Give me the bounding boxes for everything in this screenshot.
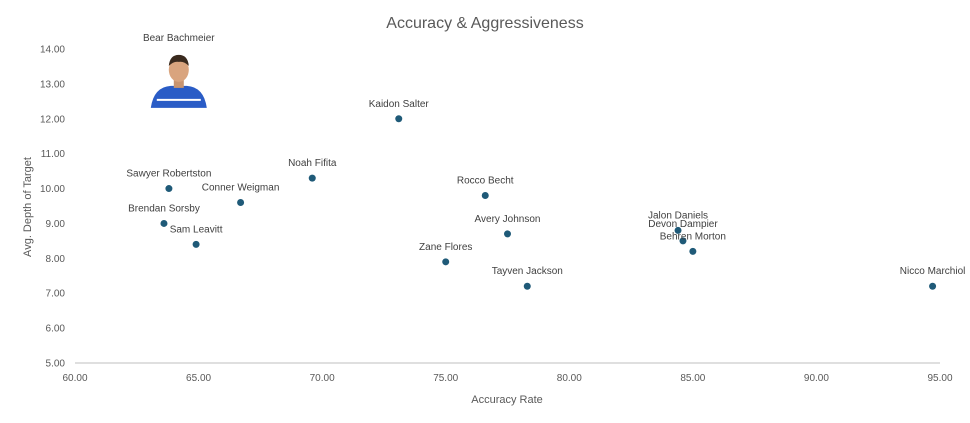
player-photo-marker xyxy=(150,54,207,108)
point-label: Bear Bachmeier xyxy=(143,33,215,44)
y-tick-label: 11.00 xyxy=(41,149,66,160)
face-shape xyxy=(168,57,189,82)
x-axis-label: Accuracy Rate xyxy=(471,394,543,406)
data-point xyxy=(160,219,168,227)
data-point xyxy=(237,199,245,207)
data-point xyxy=(442,258,450,266)
x-tick-label: 60.00 xyxy=(62,373,87,384)
x-tick-label: 90.00 xyxy=(804,373,829,384)
data-point xyxy=(481,192,489,200)
x-tick-label: 75.00 xyxy=(433,373,458,384)
data-point xyxy=(192,240,200,248)
x-tick-label: 95.00 xyxy=(927,373,952,384)
point-label: Kaidon Salter xyxy=(369,99,430,110)
data-point xyxy=(165,185,173,193)
point-label: Brendan Sorsby xyxy=(128,203,200,214)
jersey-shape xyxy=(150,85,207,108)
point-label: Tayven Jackson xyxy=(492,266,563,277)
y-tick-label: 12.00 xyxy=(40,114,65,125)
neck-shape xyxy=(173,79,184,88)
point-label: Avery Johnson xyxy=(475,214,541,225)
point-label: Conner Weigman xyxy=(202,183,280,194)
hair-shape xyxy=(168,54,189,66)
y-tick-labels: 5.00 6.00 7.00 8.00 9.00 10.00 11.00 12.00 13.00… xyxy=(40,45,65,370)
point-label: Sam Leavitt xyxy=(170,224,223,235)
point-label: Nicco Marchiol xyxy=(900,266,966,277)
data-point xyxy=(674,226,682,234)
chart-title: Accuracy & Aggressiveness xyxy=(386,15,583,32)
x-tick-label: 70.00 xyxy=(310,373,335,384)
data-points: Bear Bachmeier Kaidon Salter Noah Fifita Sa… xyxy=(126,33,965,290)
y-tick-label: 10.00 xyxy=(40,184,65,195)
data-point xyxy=(689,247,697,255)
point-label: Sawyer Robertston xyxy=(126,169,211,180)
data-point xyxy=(308,174,316,182)
data-point xyxy=(679,237,687,245)
x-tick-label: 65.00 xyxy=(186,373,211,384)
x-tick-labels: 60.00 65.00 70.00 75.00 80.00 85.00 90.00 95.00 xyxy=(62,373,952,384)
y-axis-label: Avg. Depth of Target xyxy=(22,157,34,257)
y-tick-label: 6.00 xyxy=(46,324,66,335)
y-tick-label: 9.00 xyxy=(46,219,66,230)
x-tick-label: 80.00 xyxy=(557,373,582,384)
data-point xyxy=(395,115,403,123)
x-tick-label: 85.00 xyxy=(680,373,705,384)
point-label: Behren Morton xyxy=(660,231,726,242)
data-point xyxy=(929,282,937,290)
point-label: Rocco Becht xyxy=(457,176,514,187)
data-point xyxy=(523,282,531,290)
y-tick-label: 8.00 xyxy=(46,254,66,265)
point-label: Jalon Daniels xyxy=(648,210,708,221)
y-tick-label: 14.00 xyxy=(40,45,65,56)
point-label: Devon Dampier xyxy=(648,219,718,230)
point-label: Zane Flores xyxy=(419,242,472,253)
y-tick-label: 7.00 xyxy=(46,289,66,300)
y-tick-label: 13.00 xyxy=(40,79,65,90)
data-point xyxy=(504,230,511,238)
point-label: Noah Fifita xyxy=(288,158,337,169)
y-tick-label: 5.00 xyxy=(46,359,66,370)
